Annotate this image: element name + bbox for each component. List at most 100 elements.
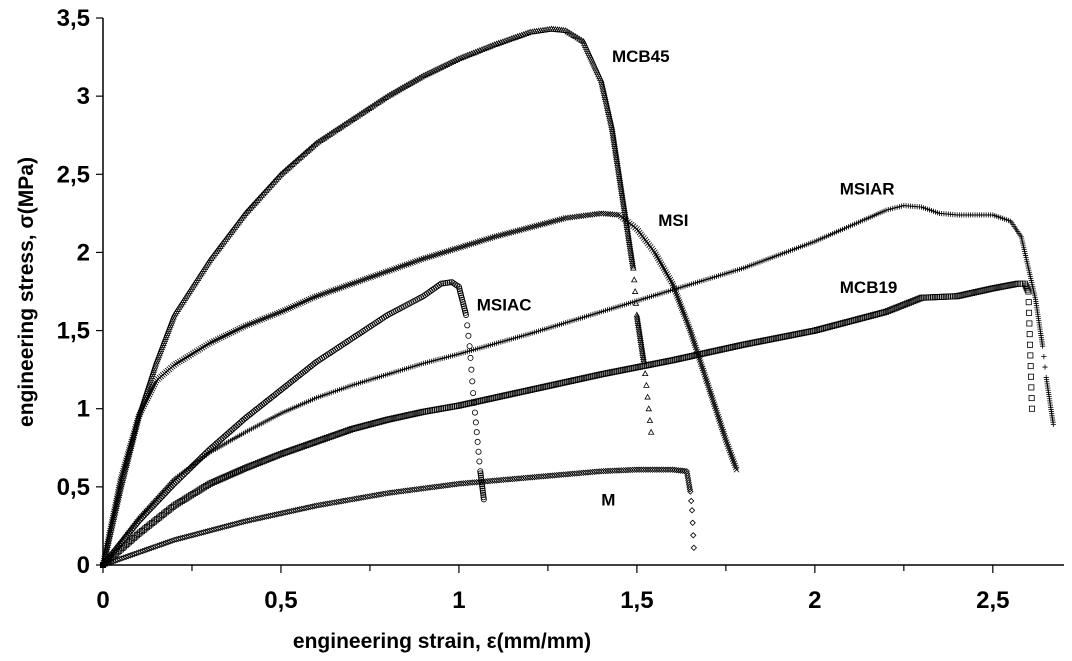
data-point [596,371,603,378]
data-point [676,299,683,305]
data-point [558,471,565,478]
data-point [298,443,305,450]
y-tick-label: 1,5 [57,318,90,345]
data-point [609,467,616,474]
data-point [607,119,615,126]
data-point [550,218,557,225]
data-point [303,297,310,304]
data-point [617,367,624,374]
data-point [280,308,286,314]
data-point [561,379,568,386]
data-point [512,33,519,40]
data-point [466,400,473,407]
data-point [297,300,304,307]
data-point [773,335,780,342]
data-point [894,204,900,210]
data-point [1026,320,1033,327]
data-point [138,515,145,522]
data-point [546,472,554,479]
data-point [214,477,221,484]
data-point [388,415,395,422]
data-point [480,496,487,503]
data-point [632,364,639,371]
data-point [257,403,264,410]
data-point [143,510,150,517]
data-point [640,466,647,473]
data-point [706,386,713,393]
data-point [180,471,187,478]
data-point [600,370,607,377]
data-point [692,344,699,351]
data-point [732,343,739,350]
data-point [861,314,868,321]
data-point [711,401,718,408]
data-point [483,236,490,243]
data-point [127,442,134,449]
data-point [906,299,913,306]
data-point [818,325,825,332]
data-point [488,395,495,402]
data-point [208,479,215,486]
data-point [298,370,305,377]
data-point [384,416,391,423]
data-point [611,211,618,218]
data-point [635,466,643,473]
data-point [273,452,280,459]
data-point [478,474,485,481]
data-marks [99,25,1056,569]
data-point [726,447,733,454]
data-point [667,466,674,473]
data-point [216,476,223,483]
data-point [285,163,293,170]
data-point [514,389,521,396]
data-point [626,365,633,372]
data-point [132,426,138,432]
data-point [627,466,634,474]
data-point [533,222,540,229]
data-point [603,100,610,107]
data-point [466,343,473,350]
data-point [374,271,381,278]
data-point [147,505,154,512]
data-point [359,277,366,283]
data-point [722,437,729,443]
data-point [593,372,600,379]
data-point [811,327,818,334]
data-point [608,121,615,128]
data-point [526,474,534,481]
data-point [520,30,528,37]
data-point [717,420,724,427]
data-point [422,291,429,298]
data-point [572,377,579,384]
data-point [479,237,485,244]
data-point [504,476,512,483]
data-point [674,293,681,299]
data-point [453,56,461,63]
data-point [393,265,399,272]
data-point [218,475,225,482]
data-point [891,305,898,312]
data-point [555,380,562,387]
data-point [582,469,589,476]
data-point [669,466,676,473]
data-point [854,316,861,323]
data-point [232,469,239,476]
data-point [531,386,538,393]
data-point [533,385,540,392]
data-point [499,38,507,45]
data-point [609,211,616,218]
data-point [484,478,492,485]
data-point [249,409,256,416]
data-point [269,393,276,400]
data-point [471,399,478,406]
data-point [479,487,486,494]
data-point [240,465,247,472]
data-point [212,478,219,485]
data-point [641,362,648,369]
data-point [324,434,331,441]
data-point [486,477,494,485]
data-point [533,473,540,481]
data-point [491,477,498,484]
data-point [273,175,280,182]
data-point [790,331,797,338]
